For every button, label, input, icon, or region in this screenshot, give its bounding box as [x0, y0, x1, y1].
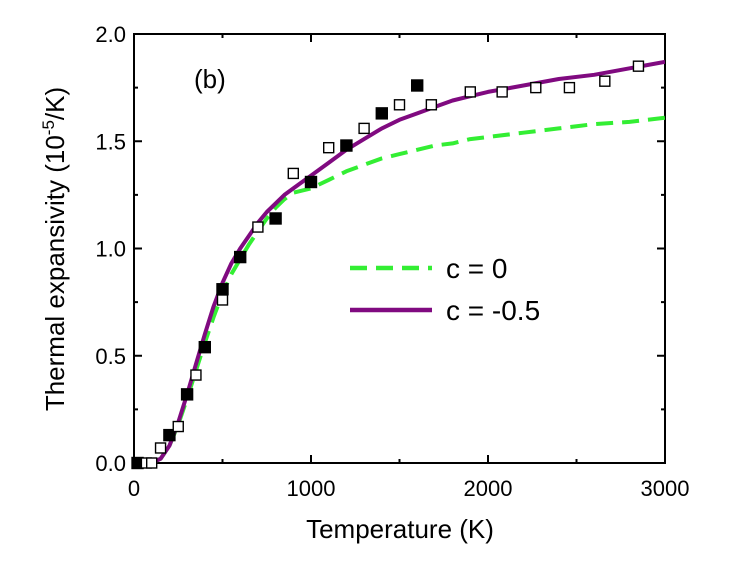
legend-label-c-minus-0-5: c = -0.5 [446, 295, 540, 326]
open-square-point [530, 81, 542, 94]
open-square-point [425, 99, 438, 111]
legend: c = 0 c = -0.5 [350, 253, 540, 326]
series-line-c-minus-0-5 [150, 59, 665, 463]
y-tick-label: 2.0 [95, 22, 126, 47]
open-square-point [393, 99, 406, 111]
y-tick-label: 0.5 [95, 344, 126, 369]
open-square-point [216, 294, 229, 306]
panel-label: (b) [194, 64, 226, 94]
open-square-point [358, 122, 370, 135]
y-axis-title-unit: /K) [40, 87, 70, 120]
filled-square-point [163, 428, 176, 442]
y-tick-label: 0.0 [95, 451, 126, 476]
filled-square-point [269, 212, 282, 225]
open-square-point [287, 167, 299, 180]
x-tick-label: 0 [128, 476, 140, 501]
y-tick-label: 1.5 [95, 129, 126, 154]
open-square-point [252, 221, 264, 233]
open-square-point [190, 369, 202, 381]
filled-square-point [375, 107, 388, 120]
filled-square-point [304, 175, 318, 189]
filled-square-point [411, 79, 424, 92]
data-markers [131, 60, 645, 470]
y-axis-title-exponent: -5 [39, 120, 58, 135]
x-tick-label: 3000 [641, 476, 690, 501]
series-line-c-0 [150, 115, 665, 463]
legend-label-c-0: c = 0 [446, 253, 507, 284]
open-square-point [563, 81, 576, 94]
filled-square-point [216, 283, 229, 296]
open-square-point [464, 86, 476, 98]
filled-square-point [233, 250, 247, 264]
axis-ticks: 0 1000 2000 3000 0.0 0.5 1.0 1.5 2.0 [95, 22, 689, 501]
x-axis-title: Temperature (K) [306, 514, 494, 544]
plot-frame [133, 33, 666, 464]
y-axis-title: Thermal expansivity (10-5/K) [39, 87, 70, 411]
open-square-point [632, 60, 645, 72]
x-tick-label: 1000 [287, 476, 336, 501]
open-square-point [154, 442, 167, 454]
curves [150, 59, 665, 463]
open-square-point [323, 141, 335, 154]
y-axis-title-base: Thermal expansivity (10 [40, 135, 70, 411]
x-tick-label: 2000 [464, 476, 513, 501]
open-square-point [599, 75, 611, 87]
filled-square-point [180, 388, 194, 401]
open-square-point [496, 86, 508, 98]
filled-square-point [340, 139, 353, 152]
open-square-point [172, 420, 184, 433]
open-square-point [145, 457, 158, 469]
y-tick-label: 1.0 [95, 237, 126, 262]
filled-square-point [198, 340, 212, 354]
